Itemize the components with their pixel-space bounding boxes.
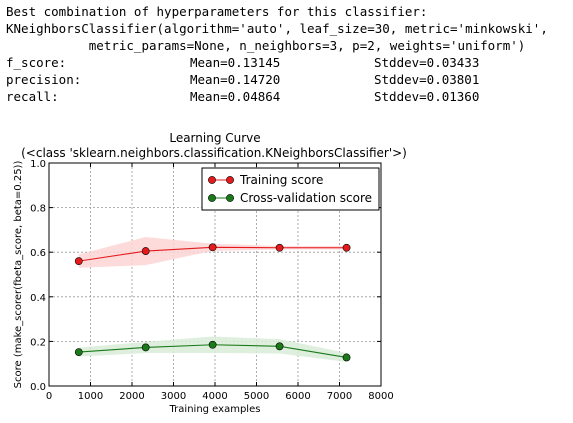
x-tick-label: 6000 [285,391,310,402]
metric-name: f_score: [6,55,67,70]
y-tick-label: 0.6 [30,248,46,259]
metric-mean: Mean=0.14720 [190,72,281,87]
band-training [78,237,347,268]
y-tick-label: 0.8 [30,204,46,215]
point-cross-validation [208,340,217,349]
console-output: Best combination of hyperparameters for … [6,3,548,105]
x-tick-label: 3000 [161,391,186,402]
y-tick-label: 0.4 [30,293,46,304]
legend-label-training: Training score [239,173,323,187]
x-tick-label: 5000 [244,391,269,402]
x-axis-label: Training examples [169,404,261,415]
point-cross-validation [141,343,150,352]
legend-marker-cross-validation [226,194,234,202]
metric-name: recall: [6,89,59,104]
point-training [74,257,83,266]
chart-legend: Training score Cross-validation score [201,167,380,211]
x-tick-label: 7000 [327,391,352,402]
output-header: Best combination of hyperparameters for … [6,4,428,19]
metric-mean: Mean=0.13145 [190,55,281,70]
point-training [141,247,150,255]
legend-marker-training [208,176,216,184]
classifier-repr-line-1: KNeighborsClassifier(algorithm='auto', l… [6,21,548,36]
metric-stddev: Stddev=0.03433 [374,55,480,70]
point-training [275,243,284,252]
metric-mean: Mean=0.04864 [190,89,281,104]
metric-stddev: Stddev=0.01360 [374,89,480,104]
metric-row-f-score: f_score: Mean=0.13145 Stddev=0.03433 [6,54,548,71]
x-tick-label: 8000 [368,391,393,402]
x-tick-label: 4000 [202,391,227,402]
metric-stddev: Stddev=0.03801 [374,72,480,87]
x-tick-label: 2000 [119,391,144,402]
legend-label-cross-validation: Cross-validation score [240,191,372,205]
legend-box [201,167,380,211]
point-training [208,243,217,252]
y-axis-label: Score (make_scorer(fbeta_score, beta=0.2… [13,161,24,389]
classifier-repr-line-2: metric_params=None, n_neighbors=3, p=2, … [6,38,526,53]
point-cross-validation [342,353,351,362]
y-tick-label: 0.2 [30,337,46,348]
chart-title: Learning Curve [169,131,260,145]
chart-subtitle: (<class 'sklearn.neighbors.classificatio… [21,146,407,160]
y-tick-label: 1.0 [30,159,46,170]
point-cross-validation [74,348,83,357]
x-tick-label: 1000 [78,391,103,402]
metric-row-precision: precision: Mean=0.14720 Stddev=0.03801 [6,71,548,88]
metric-name: precision: [6,72,82,87]
point-training [342,243,351,252]
metric-row-recall: recall: Mean=0.04864 Stddev=0.01360 [6,88,548,105]
x-tick-label: 0 [46,391,52,402]
y-tick-label: 0.0 [30,382,46,393]
point-cross-validation [275,342,284,351]
chart-ticks: 0 1000 2000 3000 4000 5000 6000 7000 8000 0.0 0.2 0… [30,159,394,402]
legend-marker-cross-validation [208,194,216,202]
legend-marker-training [226,176,234,184]
chart-points [74,243,351,362]
